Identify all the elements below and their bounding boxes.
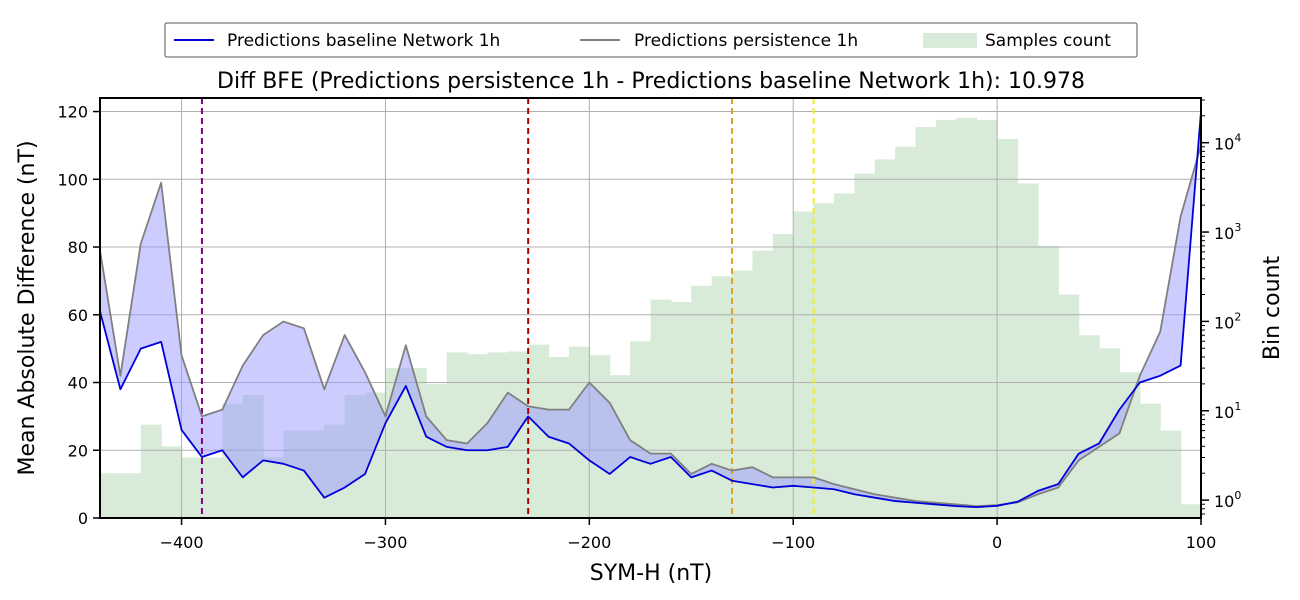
- histogram-bar: [834, 193, 855, 518]
- legend-frame: [164, 22, 1138, 58]
- histogram-bar: [181, 457, 203, 518]
- x-tick-label: −400: [160, 533, 204, 552]
- reference-lines-layer: [200, 98, 815, 518]
- histogram-bar: [772, 234, 794, 518]
- y-tick-label: 60: [68, 306, 88, 325]
- difference-area: [100, 111, 1201, 508]
- y2-tick-label: 100: [1214, 489, 1241, 511]
- histogram-bar: [650, 299, 672, 518]
- histogram-bar: [874, 159, 896, 518]
- histogram-bar: [935, 119, 957, 518]
- histogram-bar: [1160, 430, 1182, 518]
- histogram-bar: [752, 250, 774, 518]
- histogram-layer: [100, 117, 1202, 519]
- y-tick-label: 120: [57, 103, 88, 122]
- histogram-bar: [1119, 372, 1141, 518]
- histogram-bar: [1139, 403, 1161, 518]
- histogram-bar: [793, 211, 815, 518]
- histogram-bar: [854, 173, 876, 519]
- histogram-bar: [895, 146, 917, 518]
- x-axis: −400 −300 −200 −100 0 100: [160, 518, 1217, 552]
- histogram-bar: [976, 119, 998, 518]
- y2-tick-exponent: 2: [1234, 310, 1241, 323]
- y2-tick-exponent: 0: [1234, 489, 1241, 502]
- histogram-bar: [732, 270, 754, 518]
- histogram-bar: [670, 301, 692, 518]
- histogram-bar: [813, 203, 835, 519]
- y-tick-label: 20: [68, 441, 88, 460]
- histogram-bar: [120, 473, 142, 518]
- x-tick-label: −200: [567, 533, 611, 552]
- histogram-bar: [161, 446, 183, 518]
- y-axis-title: Mean Absolute Difference (nT): [15, 140, 40, 475]
- y-axis-left: 0 20 40 60 80 100 120: [57, 103, 100, 528]
- series-line-baseline: [99, 111, 1202, 509]
- legend-label-persistence: Predictions persistence 1h: [634, 31, 858, 51]
- y-tick-label: 100: [57, 170, 88, 189]
- legend-swatch-samples: [923, 33, 977, 48]
- y2-tick-label: 101: [1214, 400, 1241, 422]
- plot-frame: [99, 97, 1202, 519]
- x-tick-label: 100: [1186, 533, 1217, 552]
- y-tick-label: 40: [68, 374, 88, 393]
- histogram-bar: [528, 344, 550, 518]
- legend-label-baseline: Predictions baseline Network 1h: [227, 31, 500, 51]
- histogram-bar: [956, 117, 978, 518]
- histogram-bar: [997, 138, 1019, 518]
- histogram-bar: [1078, 335, 1100, 518]
- histogram-bar: [691, 285, 713, 518]
- x-tick-label: 0: [992, 533, 1002, 552]
- chart-title: Diff BFE (Predictions persistence 1h - P…: [217, 69, 1085, 94]
- y-tick-label: 0: [78, 509, 88, 528]
- histogram-bar: [201, 457, 223, 518]
- y2-tick-exponent: 4: [1234, 132, 1241, 145]
- histogram-bar: [100, 473, 121, 518]
- histogram-bar: [140, 424, 162, 518]
- x-tick-label: −100: [771, 533, 815, 552]
- histogram-bar: [915, 126, 937, 518]
- y2-tick-label: 102: [1214, 310, 1241, 332]
- y2-tick-label: 103: [1214, 221, 1241, 243]
- y2-tick-exponent: 1: [1234, 400, 1241, 413]
- y2-tick-exponent: 3: [1234, 221, 1241, 234]
- x-axis-title: SYM-H (nT): [590, 561, 712, 586]
- histogram-bar: [711, 276, 733, 518]
- histogram-bar: [1037, 245, 1059, 518]
- legend-label-samples: Samples count: [985, 31, 1111, 51]
- fill-between-layer: [100, 111, 1201, 508]
- series-lines-layer: [99, 111, 1202, 509]
- histogram-bar: [426, 383, 448, 518]
- y2-axis-title: Bin count: [1260, 256, 1285, 361]
- histogram-bar: [446, 352, 468, 518]
- legend: Predictions baseline Network 1h Predicti…: [164, 22, 1138, 58]
- histogram-bar: [263, 457, 285, 518]
- histogram-bar: [1180, 504, 1202, 518]
- histogram-bar: [1017, 183, 1039, 518]
- histogram-bar: [630, 341, 652, 518]
- histogram-bar: [507, 351, 529, 518]
- y2-tick-label: 104: [1214, 132, 1241, 154]
- y-tick-label: 80: [68, 238, 88, 257]
- x-tick-label: −300: [363, 533, 407, 552]
